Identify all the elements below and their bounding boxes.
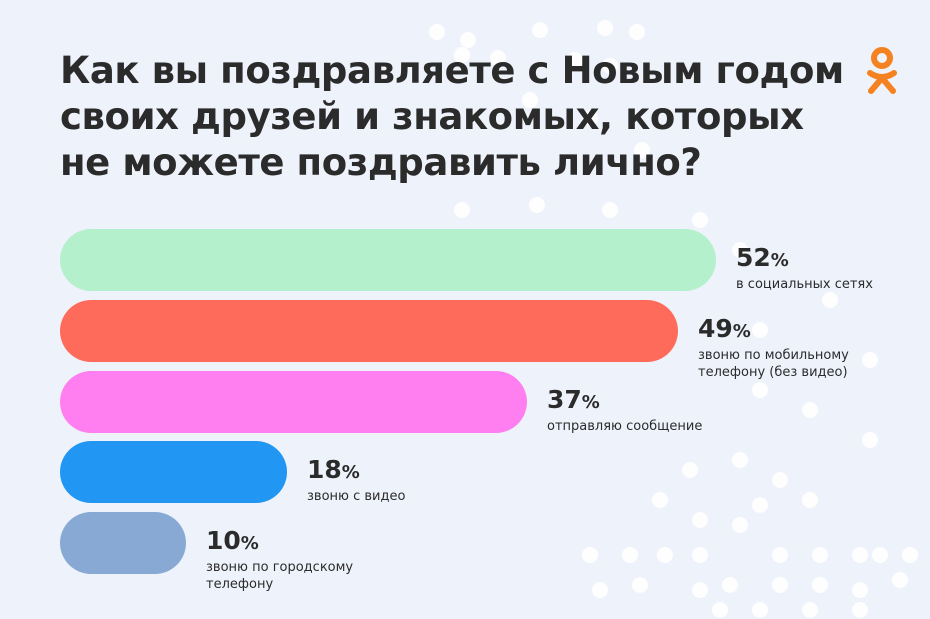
category-label-line: отправляю сообщение [547, 419, 703, 434]
category-label-line: телефону [206, 577, 274, 592]
decorative-dot [752, 602, 768, 618]
decorative-dot [892, 572, 908, 588]
decorative-dot [460, 32, 476, 48]
decorative-dot [862, 352, 878, 368]
decorative-dot [454, 47, 470, 63]
decorative-dot [629, 24, 645, 40]
category-label-line: звоню с видео [307, 489, 406, 504]
decorative-dot [582, 110, 598, 126]
decorative-dot [490, 50, 506, 66]
value-label: 49% [698, 314, 751, 347]
decorative-dot [802, 492, 818, 508]
decorative-dot [532, 22, 548, 38]
decorative-dot [454, 202, 470, 218]
decorative-dot [634, 142, 650, 158]
category-label-line: телефону (без видео) [698, 365, 848, 380]
decorative-dot [692, 582, 708, 598]
decorative-dot [732, 242, 748, 258]
title-line-2: своих друзей и знакомых, которых [60, 95, 804, 138]
category-label: звоню по мобильному телефону (без видео) [698, 347, 898, 381]
decorative-dot [812, 577, 828, 593]
decorative-dot [602, 58, 618, 74]
value-number: 10 [206, 526, 241, 555]
decorative-dot [802, 602, 818, 618]
title-line-3: не можете поздравить лично? [60, 141, 702, 184]
decorative-dot [812, 547, 828, 563]
decorative-dot [582, 547, 598, 563]
decorative-dot [862, 432, 878, 448]
value-label: 10% [206, 526, 259, 559]
value-label: 37% [547, 385, 600, 418]
percent-sign: % [732, 321, 751, 342]
decorative-dot [682, 462, 698, 478]
decorative-dot [522, 92, 538, 108]
category-label: в социальных сетях [736, 276, 930, 293]
decorative-dot [852, 582, 868, 598]
value-number: 18 [307, 455, 342, 484]
bar [60, 371, 527, 433]
percent-sign: % [240, 533, 259, 554]
ok-logo-icon [867, 47, 897, 94]
bar [60, 229, 716, 291]
decorative-dot [657, 547, 673, 563]
decorative-dot [752, 322, 768, 338]
category-label: звоню по городскому телефону [206, 559, 406, 593]
decorative-dot [852, 602, 868, 618]
percent-sign: % [770, 250, 789, 271]
decorative-dot [752, 382, 768, 398]
title-line-1: Как вы поздравляете с Новым годом [60, 49, 844, 92]
decorative-dot [567, 52, 583, 68]
decorative-dot [632, 577, 648, 593]
decorative-dot [872, 547, 888, 563]
decorative-dot [772, 472, 788, 488]
value-number: 37 [547, 385, 582, 414]
decorative-dot [732, 452, 748, 468]
decorative-dot [597, 20, 613, 36]
bar [60, 512, 186, 574]
page-title: Как вы поздравляете с Новым годом своих … [60, 48, 844, 186]
decorative-dot [772, 577, 788, 593]
percent-sign: % [341, 462, 360, 483]
decorative-dot [529, 197, 545, 213]
decorative-dot [752, 497, 768, 513]
category-label-line: звоню по мобильному [698, 348, 849, 363]
decorative-dot [602, 202, 618, 218]
category-label-line: звоню по городскому [206, 560, 354, 575]
bar [60, 300, 678, 362]
bar [60, 441, 287, 503]
decorative-dot [722, 577, 738, 593]
decorative-dot [622, 547, 638, 563]
decorative-dot [692, 512, 708, 528]
value-number: 49 [698, 314, 733, 343]
category-label: звоню с видео [307, 488, 507, 505]
decorative-dot [902, 547, 918, 563]
value-label: 52% [736, 243, 789, 276]
category-label: отправляю сообщение [547, 418, 747, 435]
decorative-dot [852, 547, 868, 563]
decorative-dot [652, 492, 668, 508]
decorative-dot [712, 602, 728, 618]
decorative-dot [732, 517, 748, 533]
value-number: 52 [736, 243, 771, 272]
decorative-dot [772, 547, 788, 563]
decorative-dot [592, 582, 608, 598]
percent-sign: % [581, 392, 600, 413]
decorative-dot [822, 292, 838, 308]
category-label-line: в социальных сетях [736, 277, 873, 292]
decorative-dot [429, 24, 445, 40]
decorative-dot [692, 547, 708, 563]
decorative-dot [692, 212, 708, 228]
value-label: 18% [307, 455, 360, 488]
decorative-dot [802, 402, 818, 418]
